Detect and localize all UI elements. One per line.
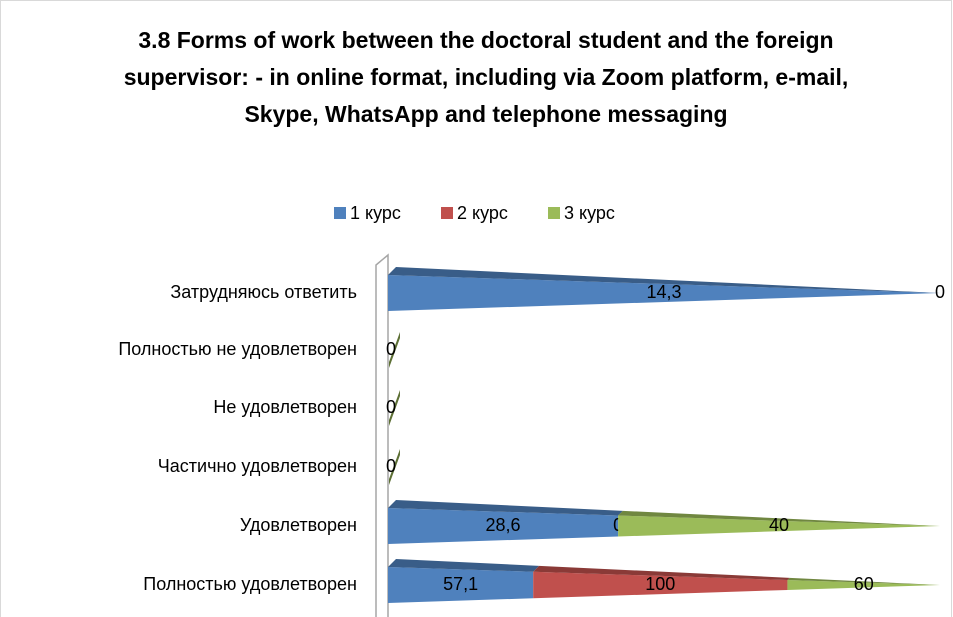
bar-top xyxy=(533,565,790,581)
data-label: 28,6 xyxy=(486,515,521,535)
bar-top xyxy=(618,510,940,526)
bar-segment xyxy=(618,515,940,537)
axis-wall xyxy=(375,253,389,617)
legend-label: 2 курс xyxy=(457,203,508,223)
bar-segment xyxy=(787,580,940,590)
data-label: 0 xyxy=(386,456,396,476)
bar-segment xyxy=(533,571,788,599)
category-label: Не удовлетворен xyxy=(213,397,357,417)
category-label: Затрудняюсь ответить xyxy=(170,282,357,302)
bar-top xyxy=(388,267,940,293)
data-label: 14,3 xyxy=(646,282,681,302)
bar-top xyxy=(388,500,623,516)
bar-segment xyxy=(389,449,400,485)
category-label: Удовлетворен xyxy=(240,515,357,535)
data-label: 0 xyxy=(386,339,396,359)
bar-segment xyxy=(388,275,940,311)
bar-segment xyxy=(389,332,400,368)
legend-label: 3 курс xyxy=(564,203,615,223)
bar-segment xyxy=(389,390,400,426)
data-label: 0 xyxy=(386,397,396,417)
category-label: Полностью удовлетворен xyxy=(143,574,357,594)
legend-label: 1 курс xyxy=(350,203,401,223)
bar-top xyxy=(787,577,940,585)
legend-swatch xyxy=(548,207,560,219)
bar-segment xyxy=(388,567,534,603)
chart-title: 3.8 Forms of work between the doctoral s… xyxy=(123,27,849,127)
category-label: Полностью не удовлетворен xyxy=(118,339,357,359)
legend-swatch xyxy=(441,207,453,219)
data-label: 0 xyxy=(935,282,945,302)
legend-swatch xyxy=(334,207,346,219)
data-label: 60 xyxy=(854,574,874,594)
bar-segment xyxy=(388,508,619,544)
bar-top xyxy=(388,559,540,572)
data-label: 100 xyxy=(645,574,675,594)
data-label: 57,1 xyxy=(443,574,478,594)
category-label: Частично удовлетворен xyxy=(158,456,357,476)
data-label: 40 xyxy=(769,515,789,535)
